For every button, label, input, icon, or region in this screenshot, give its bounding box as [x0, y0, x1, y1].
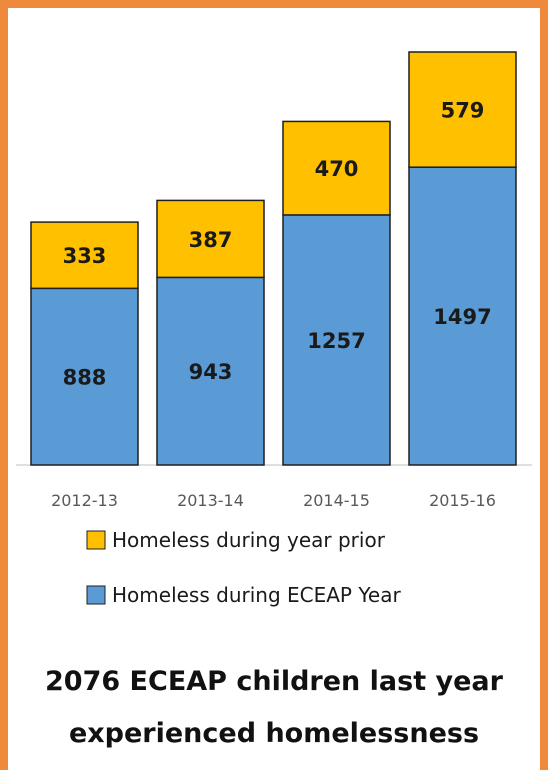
x-tick-2015-16: 2015-16 — [429, 491, 496, 510]
bar-year-prior-2012-13 — [30, 221, 139, 290]
data-label-year-prior-2013-14: 387 — [189, 228, 233, 252]
data-label-eceap-year-2015-16: 1497 — [433, 305, 491, 329]
bar-eceap-year-2013-14 — [156, 276, 265, 466]
x-tick-2012-13: 2012-13 — [51, 491, 118, 510]
bar-year-prior-2014-15 — [282, 120, 391, 216]
bar-year-prior-2015-16 — [408, 51, 517, 168]
legend: Homeless during year prior Homeless durin… — [86, 528, 401, 607]
stacked-bar-chart: 888 333 943 387 1257 470 1497 579 2012-13 2013-1… — [16, 51, 532, 607]
data-label-eceap-year-2012-13: 888 — [63, 366, 107, 390]
bar-eceap-year-2012-13 — [30, 287, 139, 466]
legend-label-year-prior: Homeless during year prior — [112, 528, 386, 552]
bar-year-prior-2013-14 — [156, 199, 265, 279]
bar-eceap-year-2014-15 — [282, 214, 391, 466]
x-tick-labels: 2012-13 2013-14 2014-15 2015-16 — [51, 491, 496, 510]
bar-eceap-year-2015-16 — [408, 166, 517, 466]
caption-line-1: 2076 ECEAP children last year — [45, 666, 503, 697]
x-tick-2013-14: 2013-14 — [177, 491, 244, 510]
caption-line-2: experienced homelessness — [68, 718, 480, 749]
bars-group: 888 333 943 387 1257 470 1497 579 — [30, 51, 517, 466]
legend-label-eceap-year: Homeless during ECEAP Year — [112, 583, 401, 607]
data-label-eceap-year-2014-15: 1257 — [307, 329, 365, 353]
x-tick-2014-15: 2014-15 — [303, 491, 370, 510]
data-label-year-prior-2015-16: 579 — [441, 99, 485, 123]
data-label-eceap-year-2013-14: 943 — [189, 360, 233, 384]
legend-swatch-eceap-year — [86, 585, 106, 605]
legend-swatch-year-prior — [86, 530, 106, 550]
data-label-year-prior-2012-13: 333 — [63, 244, 107, 268]
data-label-year-prior-2014-15: 470 — [315, 157, 359, 181]
